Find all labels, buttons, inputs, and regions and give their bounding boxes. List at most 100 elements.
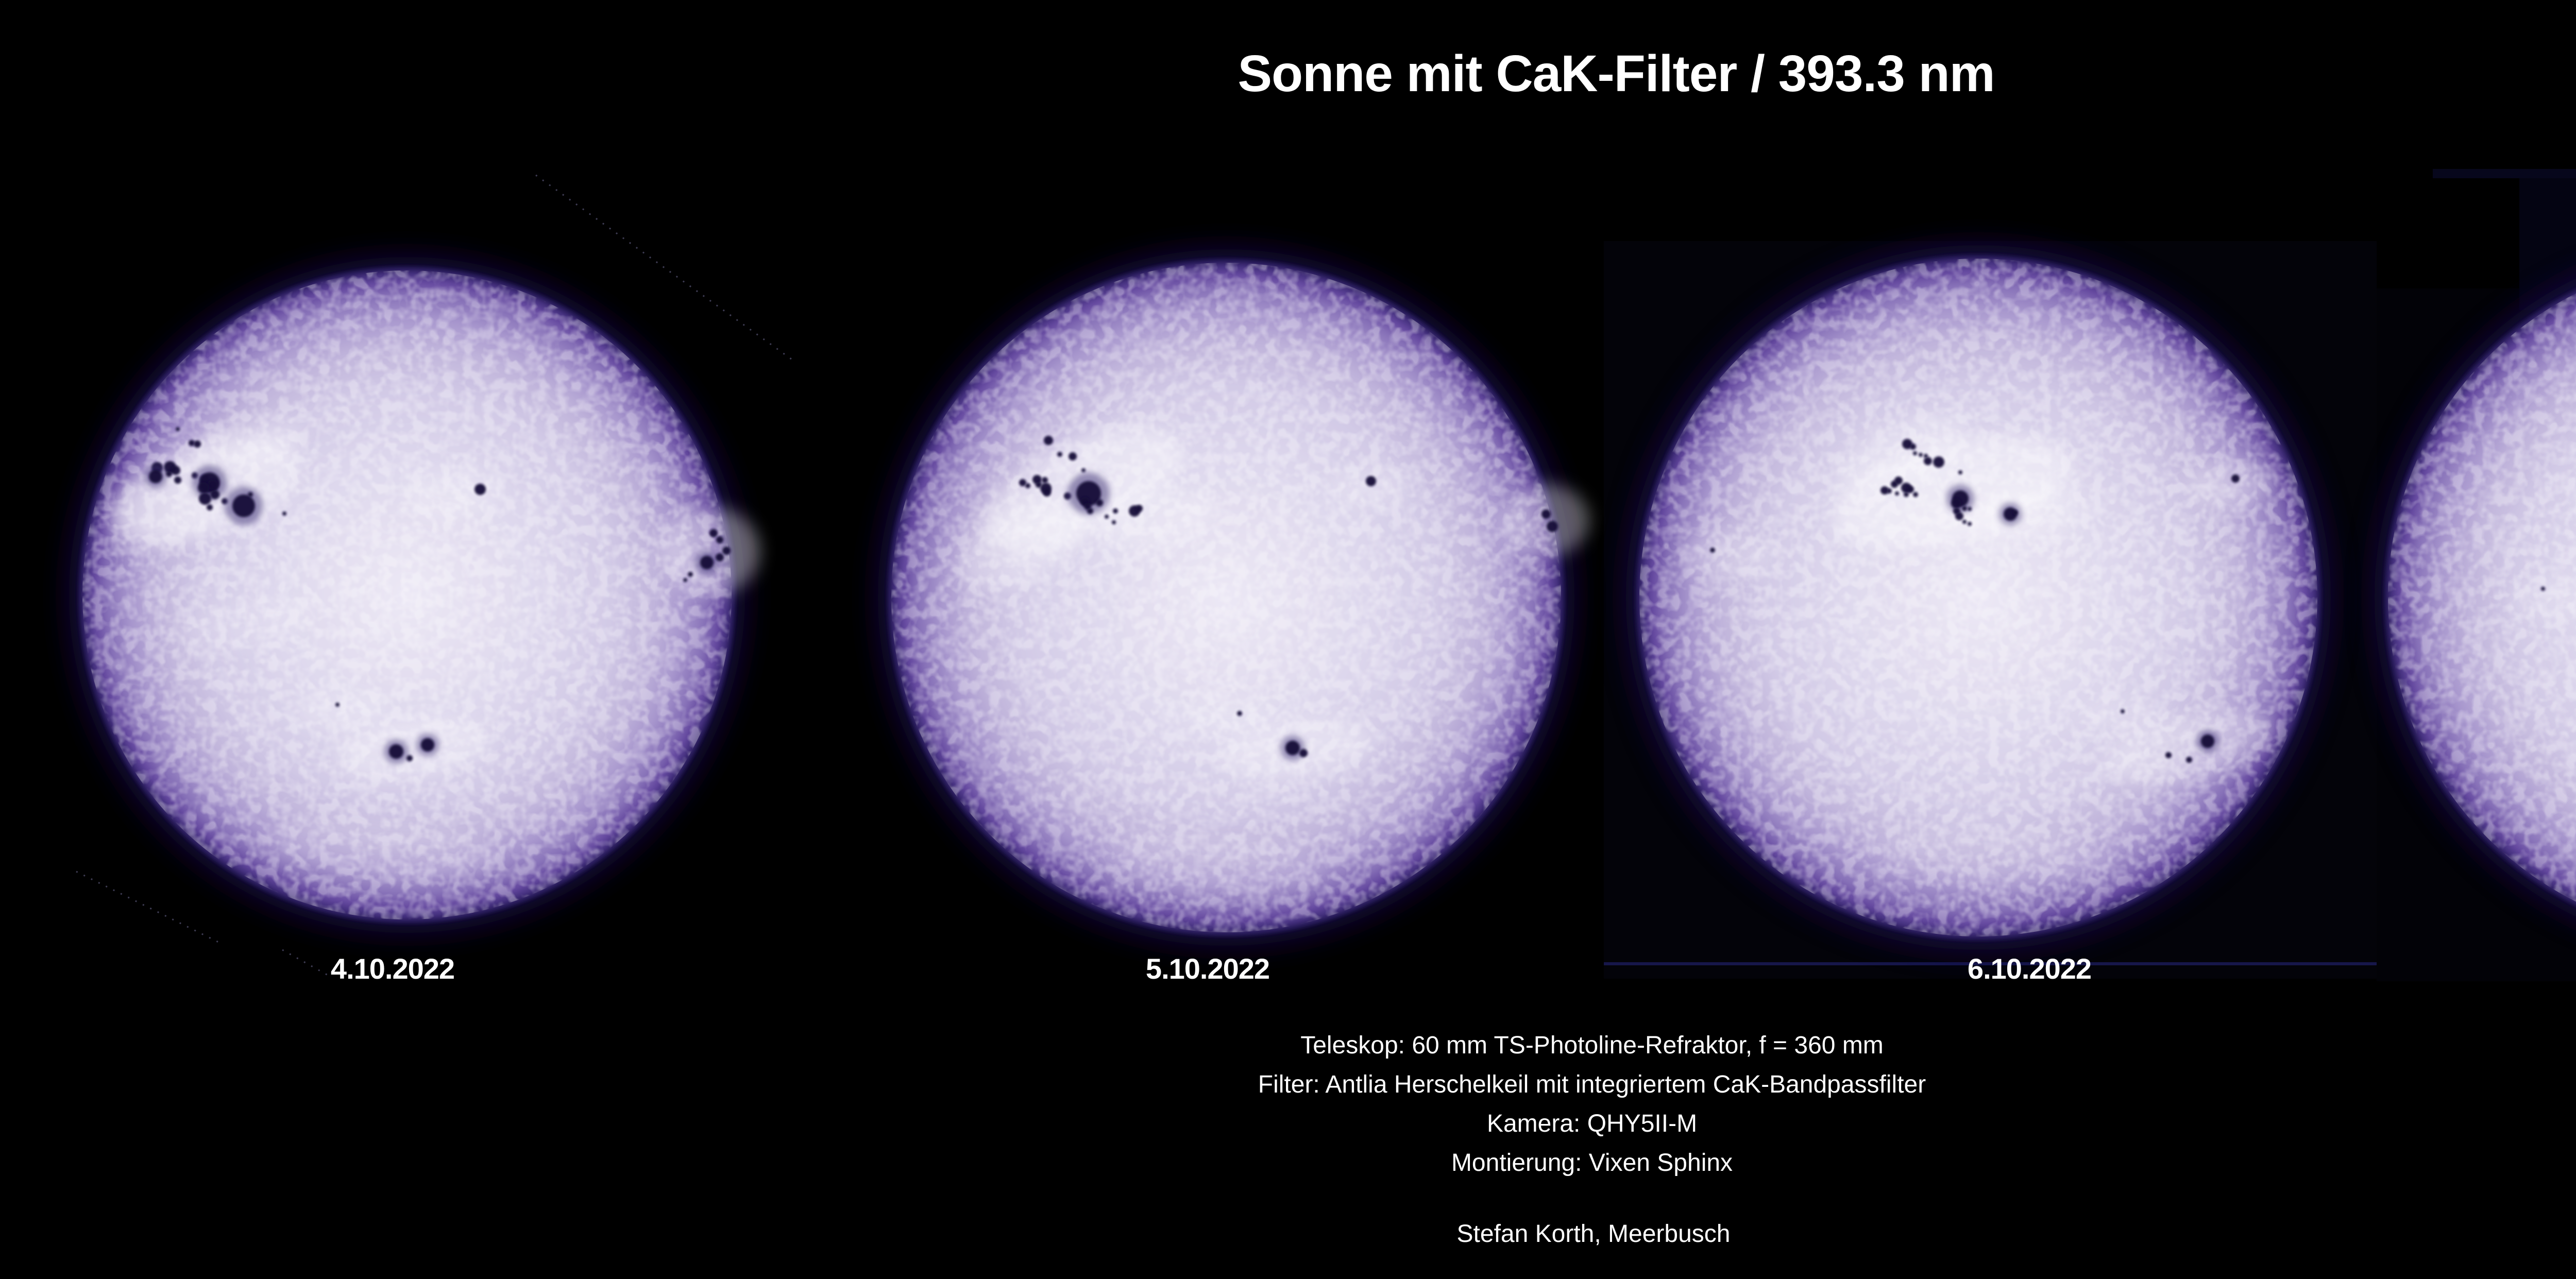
plage-patch: [1097, 836, 1324, 895]
sunspot: [1880, 486, 1889, 494]
plage-patch: [407, 471, 500, 518]
sunspot: [174, 476, 181, 484]
sun-disk-3: [1626, 245, 2331, 950]
sunspot: [1112, 520, 1116, 524]
sunspot: [1299, 749, 1308, 757]
plage-patch: [1880, 825, 2117, 885]
sunspot: [2013, 510, 2018, 515]
sunspot: [2541, 587, 2545, 591]
sunspot: [389, 744, 403, 759]
date-label-1: 4.10.2022: [330, 952, 455, 985]
sunspot: [709, 529, 718, 537]
plage-patch: [182, 420, 302, 476]
sunspot: [1919, 453, 1923, 457]
frame-artifact-rect: [2433, 169, 2576, 178]
plage-patch: [2081, 698, 2164, 734]
sunspot: [1913, 451, 1917, 455]
sunspot: [248, 492, 253, 497]
sunspot: [166, 471, 172, 477]
plage-patch: [1185, 698, 1267, 734]
sunspot: [1951, 498, 1961, 508]
plage-patch: [111, 469, 218, 551]
satellite-trail-line: [76, 871, 223, 945]
sunspot: [2165, 752, 2172, 758]
sunspot: [1105, 515, 1109, 519]
info-line-camera: Kamera: QHY5II-M: [1486, 1110, 1698, 1137]
sunspot: [1285, 741, 1300, 755]
info-line-telescope: Teleskop: 60 mm TS-Photoline-Refraktor, …: [1300, 1032, 1884, 1059]
sunspot: [1968, 507, 1972, 511]
sunspot: [1907, 486, 1914, 493]
sunspot: [1894, 476, 1903, 485]
sunspot: [2186, 757, 2192, 763]
plage-patch: [2187, 461, 2275, 508]
sunspot: [1895, 491, 1899, 496]
sunspot: [232, 494, 255, 517]
sunspot: [2231, 474, 2240, 483]
sunspot: [1057, 452, 1062, 457]
sunspot: [1019, 479, 1026, 486]
sunspot: [1910, 444, 1916, 450]
sunspot: [1096, 499, 1103, 506]
sunspot: [1933, 456, 1944, 468]
sunspot: [722, 547, 731, 555]
sunspot: [1968, 522, 1972, 526]
sunspot: [208, 480, 218, 490]
plage-patch: [662, 507, 760, 595]
date-label-2: 5.10.2022: [1145, 952, 1270, 985]
sunspot: [149, 470, 162, 483]
sun-disks: [69, 245, 2576, 950]
plage-patch: [171, 597, 314, 650]
sunspot: [1081, 468, 1086, 472]
sunspot: [1924, 454, 1928, 458]
sunspot: [171, 466, 180, 475]
plage-patch: [1974, 488, 2086, 542]
page-title: Sonne mit CaK-Filter / 393.3 nm: [1238, 45, 1995, 103]
sunspot: [1962, 506, 1967, 511]
sunspot: [282, 511, 286, 516]
info-line-mount: Montierung: Vixen Sphinx: [1451, 1149, 1733, 1176]
date-label-3: 6.10.2022: [1967, 952, 2092, 985]
sunspot: [716, 536, 723, 543]
plage-patch: [2104, 710, 2275, 784]
sunspot: [198, 482, 209, 493]
plage-patch: [294, 692, 386, 729]
equipment-info: Teleskop: 60 mm TS-Photoline-Refraktor, …: [1258, 1026, 1926, 1183]
sunspot: [1924, 457, 1932, 465]
sunspot: [1042, 477, 1048, 483]
sun-disk-1: [69, 257, 760, 933]
author-credit: Stefan Korth, Meerbusch: [1456, 1220, 1731, 1248]
plage-patch: [1502, 484, 1589, 556]
sunspot: [1036, 482, 1042, 488]
sunspot: [1069, 452, 1077, 461]
sunspot: [421, 738, 434, 752]
sunspot: [210, 490, 219, 499]
sunspot: [335, 703, 340, 707]
frame-artifact-rect: [1604, 962, 2377, 965]
sunspot: [189, 440, 195, 446]
sunspot: [1087, 508, 1093, 514]
sunspot: [474, 484, 486, 495]
sunspot: [194, 440, 201, 448]
sunspot: [688, 572, 693, 577]
sunspot: [1955, 512, 1963, 520]
sunspot: [683, 578, 687, 582]
sunspot: [199, 492, 211, 505]
plage-patch: [1682, 531, 1770, 582]
sunspot: [700, 556, 714, 569]
sunspot: [1044, 436, 1053, 445]
info-line-filter: Filter: Antlia Herschelkeil mit integrie…: [1258, 1071, 1926, 1098]
plage-patch: [263, 820, 500, 880]
sunspot: [207, 504, 213, 510]
plage-patch: [957, 503, 1083, 589]
sunspot: [1710, 548, 1715, 553]
sun-disk-2: [878, 249, 1589, 946]
sunspot: [1043, 488, 1051, 497]
sunspot: [1904, 492, 1909, 497]
plage-patch: [2509, 574, 2576, 621]
sunspot: [1962, 520, 1967, 524]
sunspot: [1025, 483, 1030, 488]
sunspot: [1237, 711, 1242, 716]
